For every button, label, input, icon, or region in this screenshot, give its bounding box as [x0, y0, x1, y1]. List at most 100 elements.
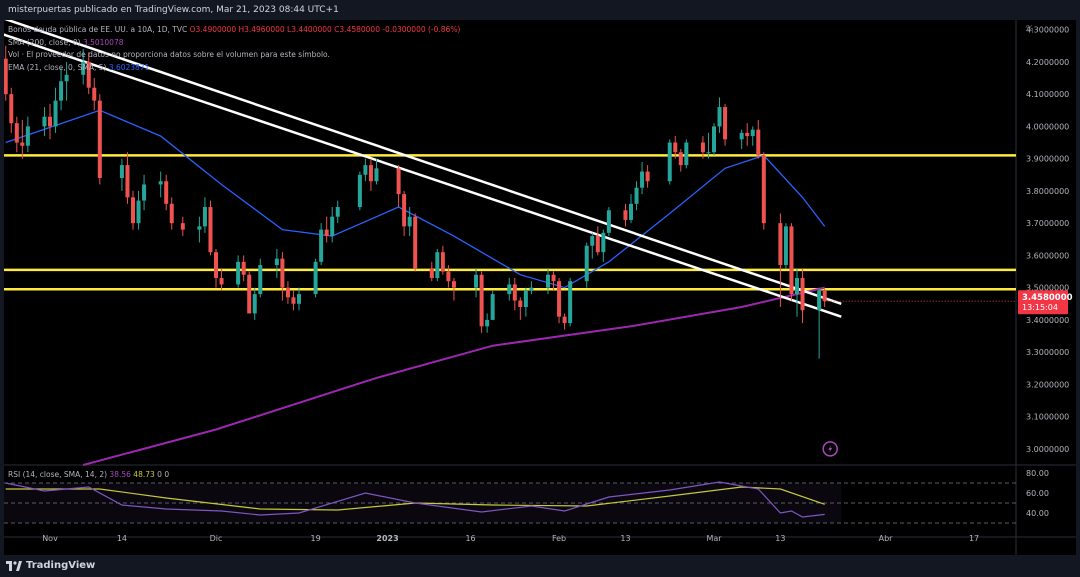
candle [479, 271, 484, 333]
candle [407, 207, 412, 237]
candle [568, 277, 573, 327]
legend-vol-row[interactable]: Vol · El proveedor de datos no proporcio… [8, 49, 460, 62]
legend-ema-row[interactable]: EMA (21, close, 0, SMA, 5) 3.6023871 [8, 62, 460, 75]
candle [490, 290, 495, 320]
candle-body [297, 294, 301, 304]
candle [297, 287, 301, 311]
brand[interactable]: TradingView [6, 555, 95, 577]
candle [3, 45, 8, 101]
legend-symbol: Bonos deuda pública de EE. UU. a 10A, 1D… [8, 25, 188, 34]
candle-body [568, 281, 573, 324]
candle [59, 68, 64, 111]
flash-bolt [828, 444, 833, 453]
price-axis-label: 3.5000000 [1026, 284, 1069, 293]
candle-body [640, 171, 645, 188]
price-axis-label: 3.4000000 [1026, 316, 1069, 325]
candle-body [335, 207, 340, 217]
tradingview-logo-icon [6, 561, 22, 571]
legend-symbol-row: Bonos deuda pública de EE. UU. a 10A, 1D… [8, 24, 460, 37]
candle-body [3, 58, 8, 95]
rsi-legend[interactable]: RSI (14, close, SMA, 14, 2) 38.56 48.73 … [8, 470, 169, 479]
candle-body [512, 284, 517, 301]
candle-body [795, 277, 799, 295]
candle [413, 213, 418, 272]
candle [546, 268, 550, 295]
candle [48, 103, 52, 140]
candle [319, 223, 324, 266]
candle [518, 297, 523, 320]
candle [241, 255, 246, 282]
candle-body [518, 300, 523, 307]
candle-body [258, 265, 263, 295]
time-axis-label: 13 [620, 534, 630, 543]
candle [723, 103, 728, 146]
candle-body [142, 184, 147, 201]
candle-body [667, 142, 672, 182]
candle-body [25, 126, 30, 146]
flash-event-icon[interactable] [822, 441, 838, 457]
candle [606, 207, 611, 237]
candle [214, 248, 218, 288]
candle-body [783, 226, 788, 266]
trendline [0, 15, 842, 305]
publisher-line: misterpuertas publicado en TradingView.c… [8, 5, 339, 15]
time-axis-label: 2023 [376, 534, 398, 543]
candle-body [562, 316, 567, 324]
chart-svg[interactable]: 4.3000000 4.2000000 4.1000000 4.0000000 3.90… [0, 15, 1076, 555]
candle-body [64, 74, 69, 82]
chart-frame[interactable]: 4.3000000 4.2000000 4.1000000 4.0000000 3.90… [0, 15, 1076, 555]
candle-body [330, 216, 335, 237]
candle-body [629, 203, 633, 220]
price-axis-label: 3.8000000 [1026, 187, 1069, 196]
candle-body [485, 319, 490, 327]
candle-body [595, 236, 600, 253]
legend-vol: Vol · El proveedor de datos no proporcio… [8, 50, 330, 59]
candle-body [291, 297, 296, 304]
candle-body [706, 152, 711, 154]
candle [800, 268, 805, 324]
candle-body [700, 142, 705, 153]
candle [673, 136, 678, 159]
legend-ema-label: EMA (21, close, 0, SMA, 5) [8, 62, 107, 72]
time-axis-label: Dic [210, 534, 223, 543]
candle [131, 190, 135, 230]
candle [258, 258, 263, 298]
candle-body [778, 223, 783, 266]
candle-body [208, 207, 213, 253]
candle [557, 277, 562, 324]
candle-body [280, 258, 285, 288]
candle [396, 165, 401, 208]
legend-sma-row[interactable]: SMA (200, close, 0) 3.5010078 [8, 37, 460, 50]
price-axis-label: 3.9000000 [1026, 155, 1069, 164]
candle-body [590, 236, 595, 246]
price-tag-countdown: 13:15:04 [1022, 303, 1058, 312]
candle [678, 148, 683, 172]
candle-body [584, 245, 589, 282]
candle-body [136, 200, 141, 224]
candle [562, 313, 567, 330]
candle-body [247, 274, 252, 314]
candle-body [407, 216, 412, 227]
time-axis-label: Abr [879, 534, 894, 543]
candle [92, 78, 97, 111]
candle [700, 136, 705, 159]
price-axis-label: 3.3000000 [1026, 348, 1069, 357]
candle-body [479, 274, 484, 327]
candle-body [413, 216, 418, 269]
candle [634, 181, 639, 211]
candle-body [285, 287, 290, 298]
candle-body [723, 107, 728, 140]
time-axis-label: Feb [552, 534, 566, 543]
candle [368, 158, 373, 191]
candle [42, 107, 47, 137]
candle [274, 248, 279, 278]
candle [180, 216, 185, 237]
candle [761, 152, 766, 230]
price-axis-label: 4.0000000 [1026, 122, 1069, 131]
candle [817, 287, 822, 359]
price-axis-unit: % [1026, 24, 1034, 33]
candle [64, 61, 69, 101]
candle [247, 271, 252, 314]
candle [712, 123, 716, 156]
time-axis-label: Nov [42, 534, 58, 543]
